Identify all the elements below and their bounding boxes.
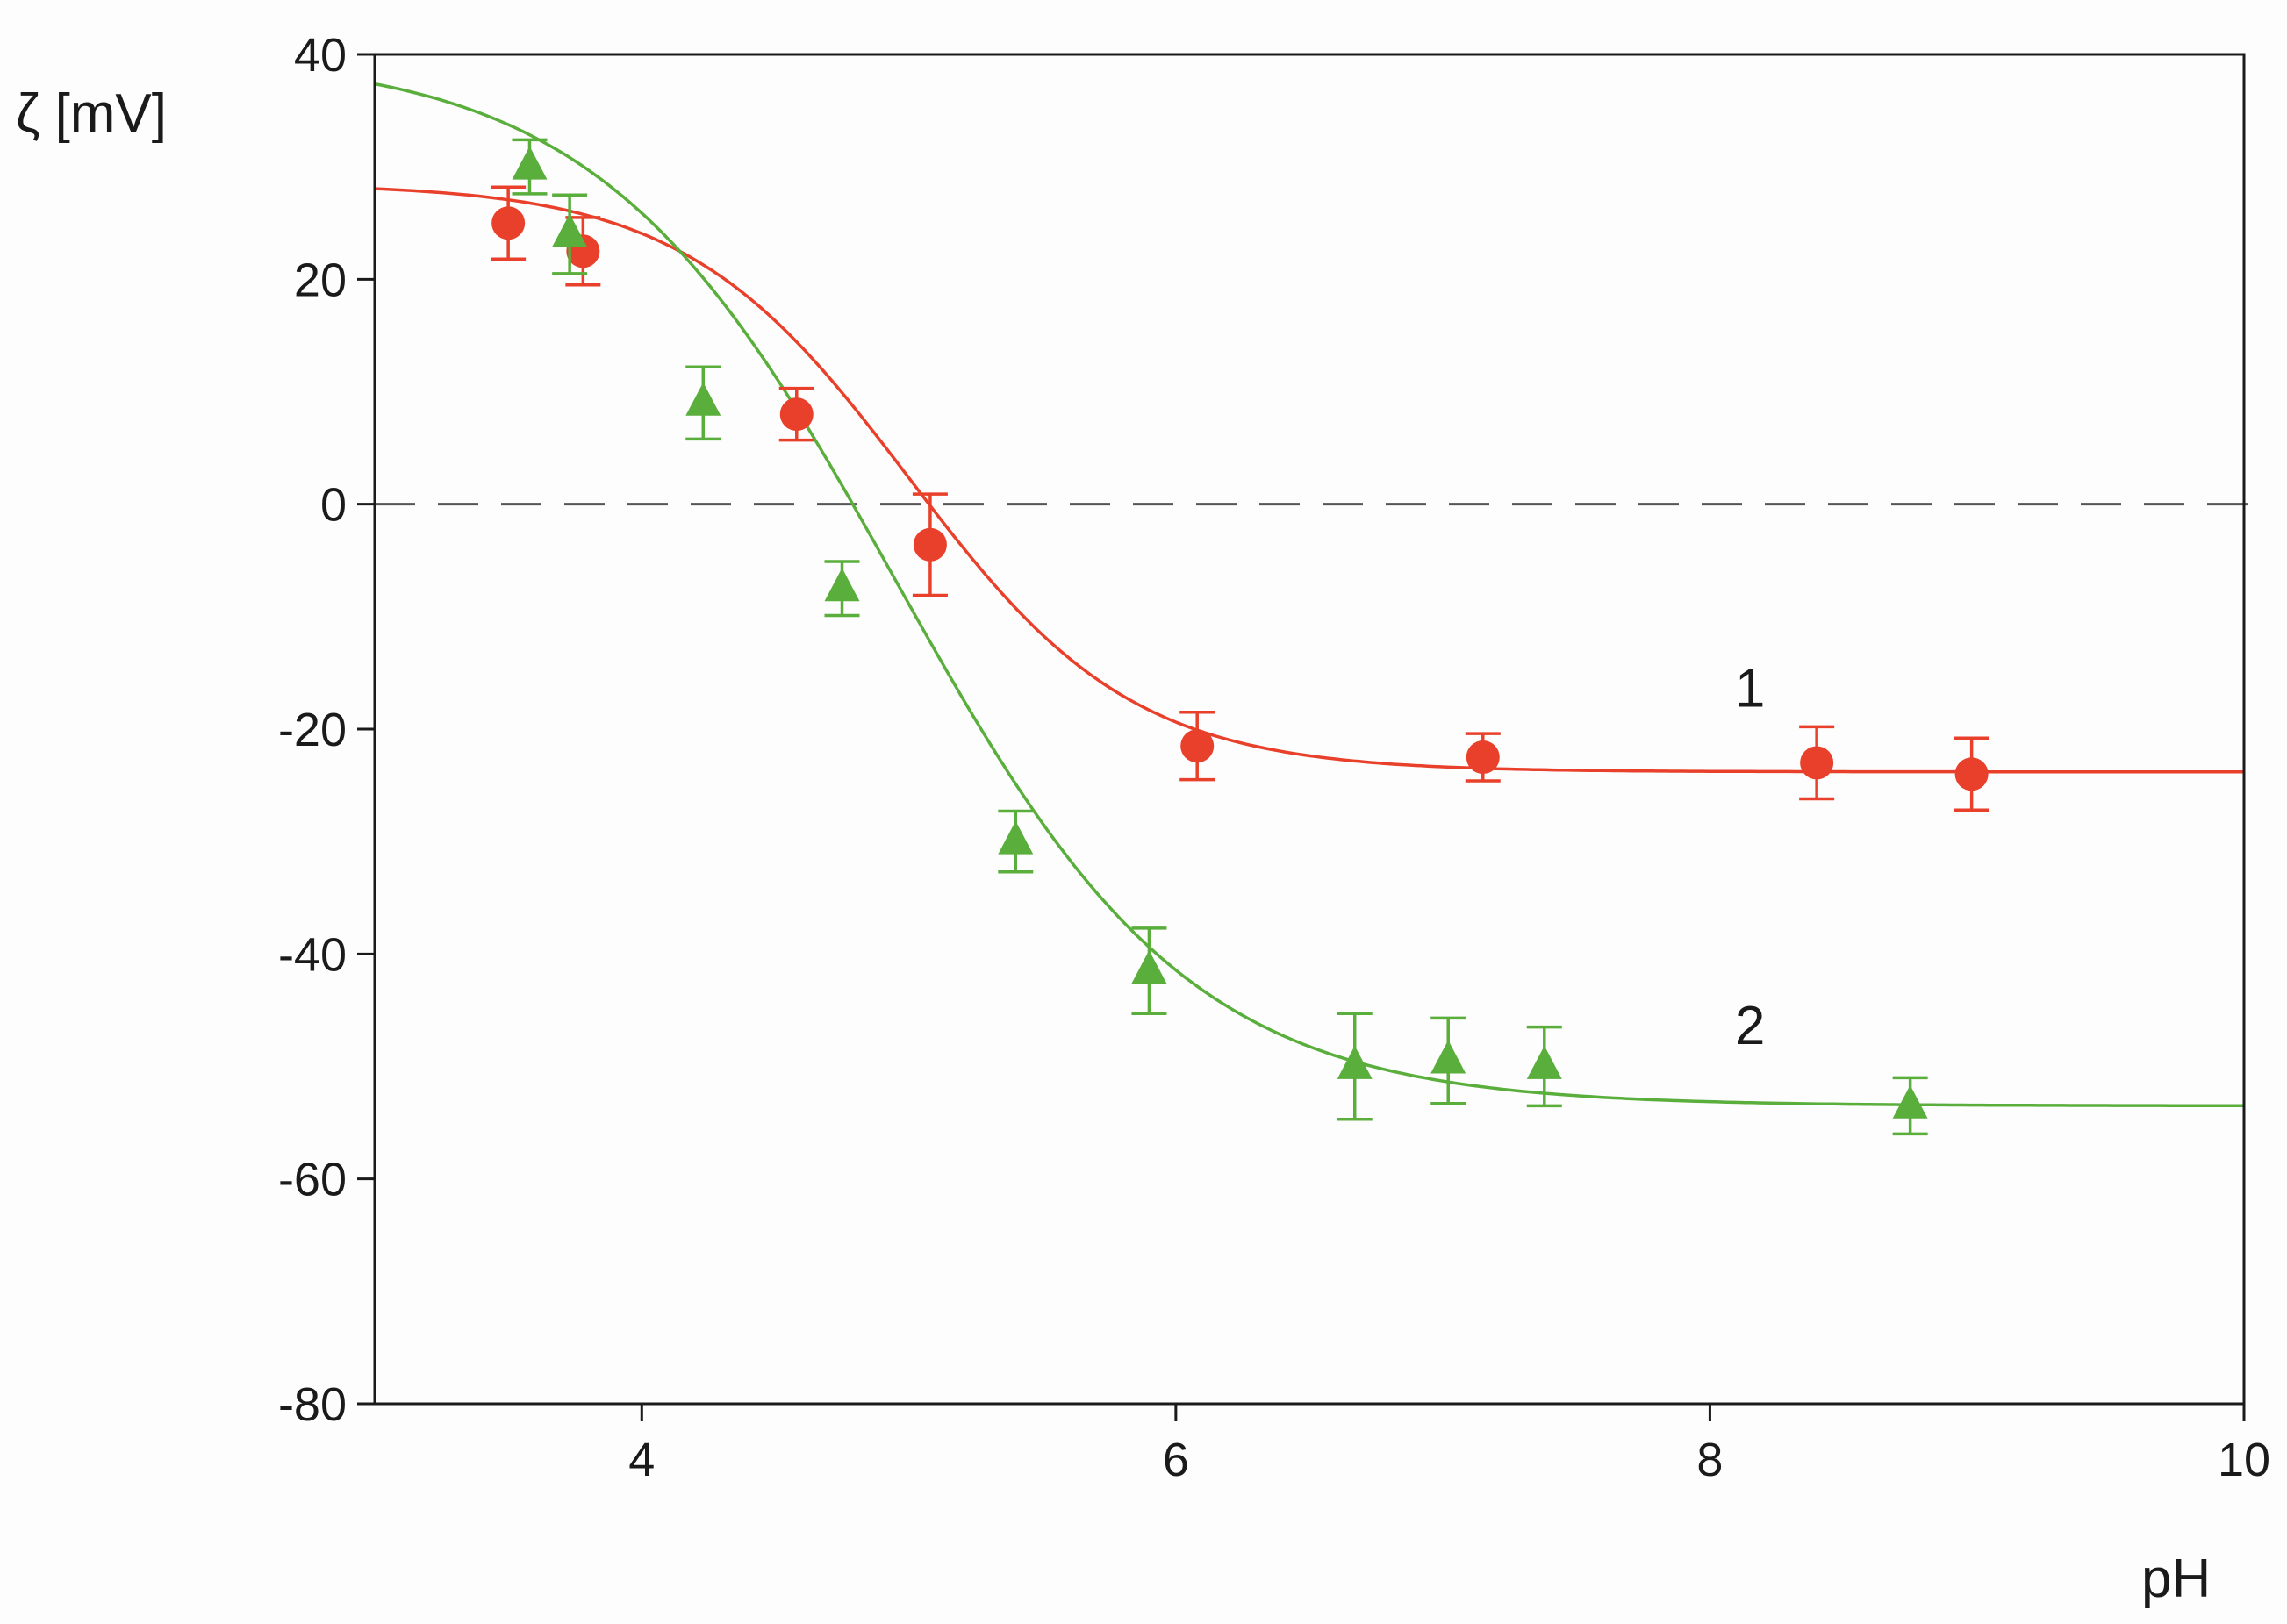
series-label-2: 2: [1735, 996, 1765, 1056]
x-tick-label: 8: [1696, 1434, 1723, 1486]
data-point-triangle: [1430, 1040, 1466, 1074]
series-labels-layer: 12: [1735, 658, 1765, 1056]
series-2-points: [512, 138, 1928, 1136]
data-point-circle: [1180, 729, 1215, 763]
x-tick-label: 4: [628, 1434, 655, 1486]
data-point-triangle: [512, 146, 548, 180]
data-point-triangle: [1337, 1045, 1373, 1079]
data-points-layer: [491, 138, 1989, 1136]
y-tick-label: 40: [294, 29, 347, 82]
data-point-triangle: [685, 382, 721, 416]
y-tick-label: -60: [278, 1154, 347, 1206]
data-point-circle: [491, 206, 526, 240]
series-label-1: 1: [1735, 658, 1765, 719]
data-point-circle: [913, 527, 947, 562]
x-tick-label: 6: [1163, 1434, 1189, 1486]
axes-layer: 40 20 0 -20 -40 -60 -80 4 6 8 10: [278, 29, 2270, 1486]
data-point-circle: [779, 397, 814, 432]
data-point-circle: [1800, 746, 1834, 780]
y-tick-label: -40: [278, 928, 347, 981]
data-point-triangle: [998, 820, 1034, 855]
data-point-triangle: [1526, 1045, 1562, 1079]
series-1-points: [491, 185, 1989, 812]
x-tick-label: 10: [2218, 1434, 2270, 1486]
data-point-triangle: [1892, 1084, 1928, 1119]
y-tick-label: 0: [320, 479, 347, 532]
fit-curves-layer: [374, 82, 2244, 1107]
data-point-circle: [1466, 740, 1500, 775]
y-tick-label: 20: [294, 254, 347, 306]
data-point-triangle: [1131, 950, 1167, 984]
data-point-triangle: [552, 213, 588, 247]
fit-curve-series-1: [374, 187, 2244, 774]
data-point-circle: [1954, 757, 1989, 791]
y-axis-label: ζ [mV]: [16, 83, 167, 144]
x-axis-label: pH: [2141, 1549, 2211, 1609]
fit-curve-series-2: [374, 82, 2244, 1107]
data-point-triangle: [824, 568, 860, 602]
y-tick-label: -80: [278, 1378, 347, 1431]
y-tick-label: -20: [278, 704, 347, 756]
